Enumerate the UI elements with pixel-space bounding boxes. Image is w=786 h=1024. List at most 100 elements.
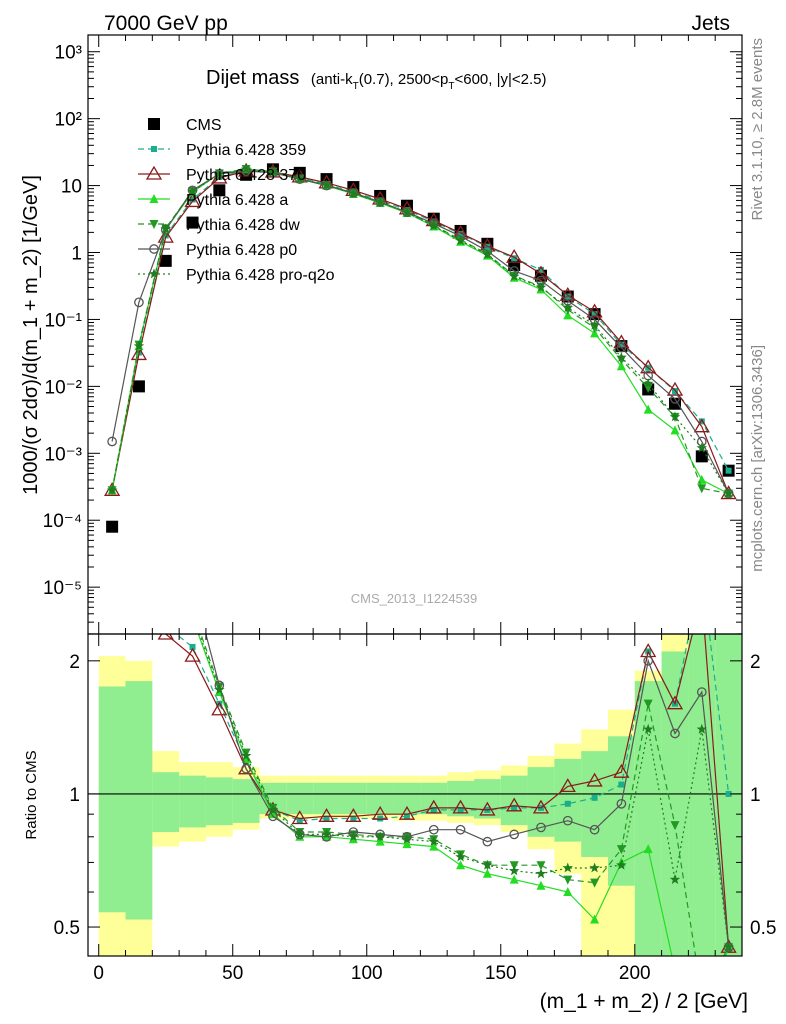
main-panel-series [103, 162, 737, 533]
ratio-data-point [725, 790, 732, 797]
main-data-point [535, 282, 547, 292]
ratio-data-point [428, 836, 439, 847]
main-data-point [214, 168, 225, 179]
ratio-data-point [670, 965, 679, 974]
ratio-data-point [509, 874, 519, 884]
ratio-data-point [564, 800, 571, 807]
main-data-point [590, 328, 600, 338]
main-data-point [107, 436, 117, 447]
x-tick-label: 150 [485, 963, 517, 984]
ratio-series-pythia-6-428-pro-q2o [107, 548, 734, 952]
main-data-point [240, 163, 252, 174]
ratio-data-point [402, 839, 412, 849]
ratio-data-point [107, 548, 118, 558]
ratio-data-point [188, 606, 197, 615]
ratio-data-point [670, 821, 680, 831]
ratio-data-point [161, 579, 170, 588]
ratio-data-point [377, 815, 384, 822]
ratio-band-bin [205, 777, 233, 826]
ratio-data-point [562, 862, 573, 873]
ratio-series-pythia-6-428-370 [157, 634, 737, 953]
ratio-data-point [613, 763, 630, 778]
x-tick-label: 100 [351, 963, 383, 984]
side-label-rivet: Rivet 3.1.10, ≥ 2.8M events [749, 38, 766, 221]
main-data-point [348, 188, 359, 198]
main-data-point [457, 230, 464, 237]
ratio-data-point [348, 831, 359, 842]
ratio-series-line [205, 634, 730, 948]
main-data-point [725, 467, 732, 474]
ratio-data-point [372, 805, 389, 820]
main-data-point [696, 442, 707, 453]
ratio-data-point [187, 609, 198, 619]
legend-label: CMS [186, 117, 222, 134]
main-data-point [159, 254, 172, 267]
side-label-mcplots: mcplots.cern.ch [arXiv:1306.3436] [749, 345, 766, 572]
ratio-data-point [508, 865, 520, 876]
watermark-label: CMS_2013_I1224539 [351, 591, 478, 606]
ratio-band-bin [393, 782, 421, 815]
chart-title-main: Dijet mass [206, 67, 299, 89]
main-data-point [511, 255, 518, 262]
ratio-data-point [425, 799, 442, 814]
ratio-data-point [618, 781, 625, 788]
ratio-band-bin [232, 779, 260, 823]
main-data-point [106, 520, 119, 533]
legend-label: Pythia 6.428 pro-q2o [186, 267, 335, 284]
chart-subtitle-part: <600, |y|<2.5) [454, 71, 546, 88]
legend-marker [148, 118, 160, 130]
x-tick-label: 50 [222, 963, 243, 984]
ratio-data-point [240, 750, 252, 761]
ratio-data-point [268, 809, 278, 819]
main-data-point [616, 361, 626, 371]
header-right-label: Jets [691, 12, 730, 35]
ratio-band-bin [634, 681, 662, 956]
ratio-data-point [184, 647, 201, 662]
ratio-data-point [532, 799, 550, 814]
ratio-data-point [429, 841, 439, 851]
main-data-point [184, 193, 201, 208]
ratio-data-point [482, 859, 493, 870]
ratio-data-point [696, 687, 707, 697]
ratio-data-point [562, 815, 573, 826]
main-data-point [591, 311, 598, 318]
main-data-point [455, 235, 466, 246]
ratio-data-point [482, 868, 492, 878]
main-y-tick-label: 10⁻³ [45, 444, 83, 465]
ratio-data-point [536, 880, 546, 890]
ratio-data-point [643, 844, 653, 854]
ratio-data-point [559, 778, 576, 793]
ratio-data-point [643, 699, 653, 709]
ratio-data-point [455, 824, 466, 835]
main-series-line [111, 169, 730, 491]
ratio-data-point [211, 701, 228, 716]
ratio-data-point [696, 723, 707, 734]
main-data-point [537, 266, 544, 273]
main-data-point [213, 184, 226, 197]
ratio-series-line [200, 634, 730, 956]
ratio-data-point [401, 833, 413, 844]
main-data-point [187, 186, 198, 197]
main-data-point [321, 179, 332, 190]
main-data-point [668, 397, 681, 410]
chart-subtitle-part: (anti-k [311, 71, 353, 88]
legend-marker [149, 244, 159, 254]
y-axis-title-ratio: Ratio to CMS [23, 750, 40, 839]
ratio-data-point [509, 829, 520, 840]
main-series-pythia-6-428-370 [103, 162, 737, 500]
ratio-data-point [108, 548, 117, 557]
main-data-point [133, 340, 145, 351]
ratio-data-point [479, 801, 496, 816]
ratio-data-point [643, 723, 654, 734]
main-data-point [189, 196, 196, 203]
ratio-data-point [457, 806, 464, 813]
main-data-point [698, 418, 705, 425]
main-data-point [616, 352, 627, 362]
ratio-data-point [109, 550, 115, 556]
ratio-data-point [188, 613, 197, 622]
main-data-point [563, 310, 573, 320]
ratio-data-point [189, 643, 196, 650]
main-data-point [618, 341, 625, 348]
ratio-data-point [589, 862, 600, 873]
